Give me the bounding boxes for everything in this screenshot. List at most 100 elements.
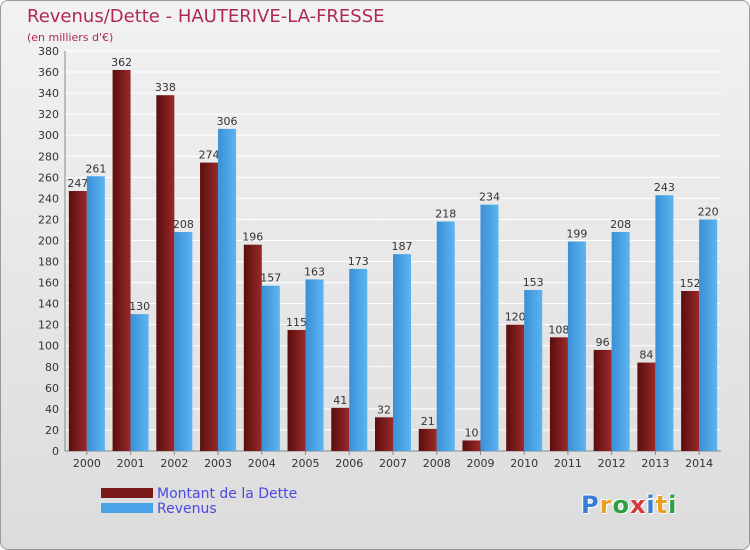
bar-revenue	[655, 195, 674, 451]
data-label: 115	[286, 316, 307, 329]
bar-debt	[506, 324, 525, 451]
y-tick-label: 360	[38, 66, 59, 79]
x-tick-label: 2000	[73, 457, 101, 470]
x-tick-label: 2005	[292, 457, 320, 470]
y-tick-label: 300	[38, 129, 59, 142]
y-tick-label: 80	[45, 361, 59, 374]
bar-revenue	[567, 241, 586, 451]
bar-debt	[200, 162, 219, 451]
x-tick-label: 2010	[510, 457, 538, 470]
x-tick-label: 2009	[466, 457, 494, 470]
y-tick-label: 20	[45, 424, 59, 437]
data-label: 41	[333, 394, 347, 407]
bar-revenue	[130, 314, 149, 451]
x-tick-label: 2012	[598, 457, 626, 470]
x-tick-label: 2001	[117, 457, 145, 470]
bar-debt	[331, 407, 350, 451]
bar-debt	[68, 191, 87, 451]
data-label: 84	[639, 349, 653, 362]
bar-revenue	[261, 285, 280, 451]
x-tick-label: 2014	[685, 457, 713, 470]
chart-title: Revenus/Dette - HAUTERIVE-LA-FRESSE	[27, 6, 385, 27]
bar-debt	[593, 349, 612, 451]
data-label: 234	[479, 191, 500, 204]
data-label: 338	[155, 81, 176, 94]
data-label: 173	[348, 255, 369, 268]
y-tick-label: 380	[38, 45, 59, 58]
x-tick-label: 2002	[160, 457, 188, 470]
x-tick-label: 2008	[423, 457, 451, 470]
data-label: 130	[129, 300, 150, 313]
data-label: 157	[260, 272, 281, 285]
bar-revenue	[305, 279, 324, 451]
data-label: 152	[680, 277, 701, 290]
bar-debt	[156, 95, 175, 452]
chart-subtitle: (en milliers d'€)	[27, 31, 114, 44]
data-label: 32	[377, 403, 391, 416]
legend-label-revenue: Revenus	[157, 501, 217, 517]
data-label: 21	[421, 415, 435, 428]
bar-debt	[243, 244, 262, 451]
x-tick-label: 2013	[641, 457, 669, 470]
x-tick-label: 2006	[335, 457, 363, 470]
y-tick-label: 0	[52, 445, 59, 458]
y-tick-label: 100	[38, 340, 59, 353]
data-label: 208	[610, 218, 631, 231]
data-label: 153	[523, 276, 544, 289]
data-label: 199	[566, 228, 587, 241]
data-label: 218	[435, 208, 456, 221]
logo-letter: i	[646, 491, 656, 519]
y-tick-label: 220	[38, 213, 59, 226]
y-tick-label: 160	[38, 277, 59, 290]
legend-swatch-debt	[101, 488, 153, 498]
y-tick-label: 140	[38, 298, 59, 311]
y-tick-label: 180	[38, 256, 59, 269]
y-tick-label: 60	[45, 382, 59, 395]
data-label: 261	[85, 162, 106, 175]
data-label: 163	[304, 265, 325, 278]
bar-debt	[287, 329, 306, 451]
data-label: 120	[505, 311, 526, 324]
legend-label-debt: Montant de la Dette	[157, 486, 298, 502]
logo-letter: P	[581, 491, 600, 519]
logo-letter: t	[655, 491, 669, 519]
y-tick-label: 260	[38, 171, 59, 184]
data-label: 274	[199, 149, 220, 162]
data-label: 96	[596, 336, 610, 349]
data-label: 306	[217, 115, 238, 128]
bar-debt	[462, 440, 481, 451]
y-tick-label: 120	[38, 319, 59, 332]
legend-swatch-revenue	[101, 503, 153, 513]
y-tick-label: 280	[38, 150, 59, 163]
data-label: 243	[654, 181, 675, 194]
y-tick-label: 240	[38, 192, 59, 205]
x-tick-label: 2004	[248, 457, 276, 470]
bar-debt	[637, 362, 656, 451]
bar-debt	[375, 417, 393, 451]
bar-revenue	[174, 232, 193, 451]
x-tick-label: 2011	[554, 457, 582, 470]
bar-revenue	[393, 254, 411, 451]
y-tick-label: 320	[38, 108, 59, 121]
data-label: 220	[698, 205, 719, 218]
bar-debt	[418, 428, 437, 451]
logo-letter: r	[599, 491, 613, 519]
y-tick-label: 340	[38, 87, 59, 100]
bar-debt	[681, 291, 700, 451]
bar-revenue	[524, 289, 543, 451]
data-label: 208	[173, 218, 194, 231]
bar-revenue	[349, 268, 368, 451]
bar-revenue	[699, 219, 718, 451]
bar-debt	[112, 69, 131, 452]
logo-letter: o	[612, 491, 630, 519]
bar-revenue	[480, 204, 499, 451]
data-label: 196	[242, 231, 263, 244]
data-label: 187	[392, 240, 413, 253]
logo-letter: x	[629, 491, 647, 519]
data-label: 362	[111, 56, 132, 69]
logo-letter: i	[668, 491, 678, 519]
bar-revenue	[611, 232, 630, 451]
y-tick-label: 200	[38, 234, 59, 247]
y-tick-label: 40	[45, 403, 59, 416]
